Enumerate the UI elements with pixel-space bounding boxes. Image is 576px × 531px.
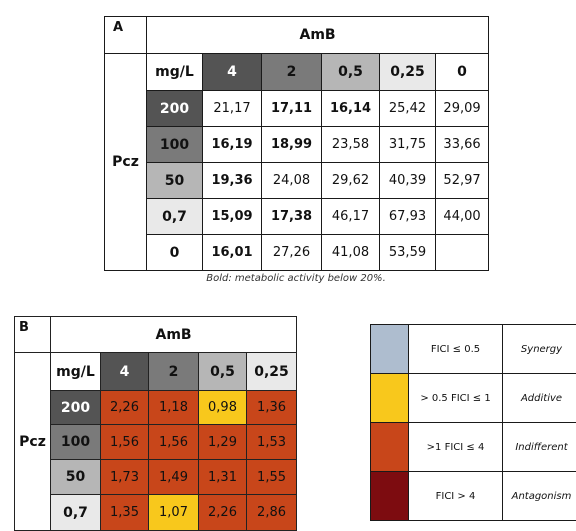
table-a-cell: 16,01: [203, 235, 262, 271]
table-a-cell: 17,11: [262, 91, 322, 127]
table-b-cell: 2,26: [101, 391, 149, 425]
table-a-cell: 41,08: [322, 235, 380, 271]
table-b-drug-col-header: AmB: [51, 317, 297, 353]
table-b-cell: 1,31: [199, 460, 247, 495]
table-b-cell: 1,73: [101, 460, 149, 495]
table-a-row-header: 100: [147, 127, 203, 163]
legend-label: Antagonism: [503, 472, 576, 521]
table-a-cell: 19,36: [203, 163, 262, 199]
table-a-cell: 27,26: [262, 235, 322, 271]
legend-label: Additive: [503, 374, 576, 423]
table-a-row-header: 0: [147, 235, 203, 271]
table-a-row-header: 200: [147, 91, 203, 127]
table-a-footnote: Bold: metabolic activity below 20%.: [104, 273, 488, 284]
table-a-cell: 40,39: [380, 163, 436, 199]
table-b-cell: 1,56: [101, 425, 149, 460]
table-b-col-header: 2: [149, 353, 199, 391]
table-b: B AmB Pcz mg/L 4 2 0,5 0,25 200 2,26 1,1…: [14, 316, 297, 531]
table-a-col-header: 0,5: [322, 54, 380, 91]
table-b-cell: 2,26: [199, 495, 247, 531]
legend-range: FICI > 4: [409, 472, 503, 521]
fici-legend: FICI ≤ 0.5 Synergy > 0.5 FICI ≤ 1 Additi…: [370, 324, 576, 521]
table-a-unit: mg/L: [147, 54, 203, 91]
table-a-cell: 16,14: [322, 91, 380, 127]
table-b-unit: mg/L: [51, 353, 101, 391]
table-a-col-header: 0,25: [380, 54, 436, 91]
table-a-cell: 15,09: [203, 199, 262, 235]
table-b-cell: 1,49: [149, 460, 199, 495]
legend-label: Synergy: [503, 325, 576, 374]
table-a: A AmB Pcz mg/L 4 2 0,5 0,25 0 200 21,17 …: [104, 16, 489, 271]
table-a-cell: 16,19: [203, 127, 262, 163]
table-b-row-header: 100: [51, 425, 101, 460]
table-b-drug-row-header: Pcz: [15, 353, 51, 531]
legend-range: > 0.5 FICI ≤ 1: [409, 374, 503, 423]
table-a-label: A: [105, 17, 147, 54]
legend-swatch-antagonism: [371, 472, 409, 521]
table-b-cell: 1,29: [199, 425, 247, 460]
legend-swatch-synergy: [371, 325, 409, 374]
table-b-cell: 2,86: [247, 495, 297, 531]
table-a-col-header: 2: [262, 54, 322, 91]
table-b-cell: 0,98: [199, 391, 247, 425]
legend-swatch-additive: [371, 374, 409, 423]
legend-range: >1 FICI ≤ 4: [409, 423, 503, 472]
legend-range: FICI ≤ 0.5: [409, 325, 503, 374]
table-a-col-header: 0: [436, 54, 489, 91]
table-b-cell: 1,35: [101, 495, 149, 531]
table-b-cell: 1,53: [247, 425, 297, 460]
table-a-cell: 67,93: [380, 199, 436, 235]
legend-label: Indifferent: [503, 423, 576, 472]
table-a-col-header: 4: [203, 54, 262, 91]
table-a-cell: 44,00: [436, 199, 489, 235]
table-a-cell: 21,17: [203, 91, 262, 127]
table-a-cell: 52,97: [436, 163, 489, 199]
table-a-cell: 31,75: [380, 127, 436, 163]
table-a-row-header: 0,7: [147, 199, 203, 235]
table-a-cell: 29,09: [436, 91, 489, 127]
table-b-cell: 1,36: [247, 391, 297, 425]
table-a-cell: 18,99: [262, 127, 322, 163]
legend-swatch-indifferent: [371, 423, 409, 472]
table-b-cell: 1,07: [149, 495, 199, 531]
table-a-cell: 53,59: [380, 235, 436, 271]
table-a-drug-col-header: AmB: [147, 17, 489, 54]
table-a-cell: 24,08: [262, 163, 322, 199]
table-a-cell: 25,42: [380, 91, 436, 127]
table-b-col-header: 0,5: [199, 353, 247, 391]
table-a-cell: 17,38: [262, 199, 322, 235]
table-a-cell: 23,58: [322, 127, 380, 163]
table-a-cell: 33,66: [436, 127, 489, 163]
table-b-cell: 1,18: [149, 391, 199, 425]
table-b-row-header: 0,7: [51, 495, 101, 531]
table-b-row-header: 200: [51, 391, 101, 425]
table-a-row-header: 50: [147, 163, 203, 199]
table-b-label: B: [15, 317, 51, 353]
table-b-col-header: 4: [101, 353, 149, 391]
table-b-col-header: 0,25: [247, 353, 297, 391]
table-a-cell: [436, 235, 489, 271]
table-b-cell: 1,56: [149, 425, 199, 460]
table-a-cell: 29,62: [322, 163, 380, 199]
table-a-drug-row-header: Pcz: [105, 54, 147, 271]
table-b-cell: 1,55: [247, 460, 297, 495]
table-a-cell: 46,17: [322, 199, 380, 235]
table-b-row-header: 50: [51, 460, 101, 495]
